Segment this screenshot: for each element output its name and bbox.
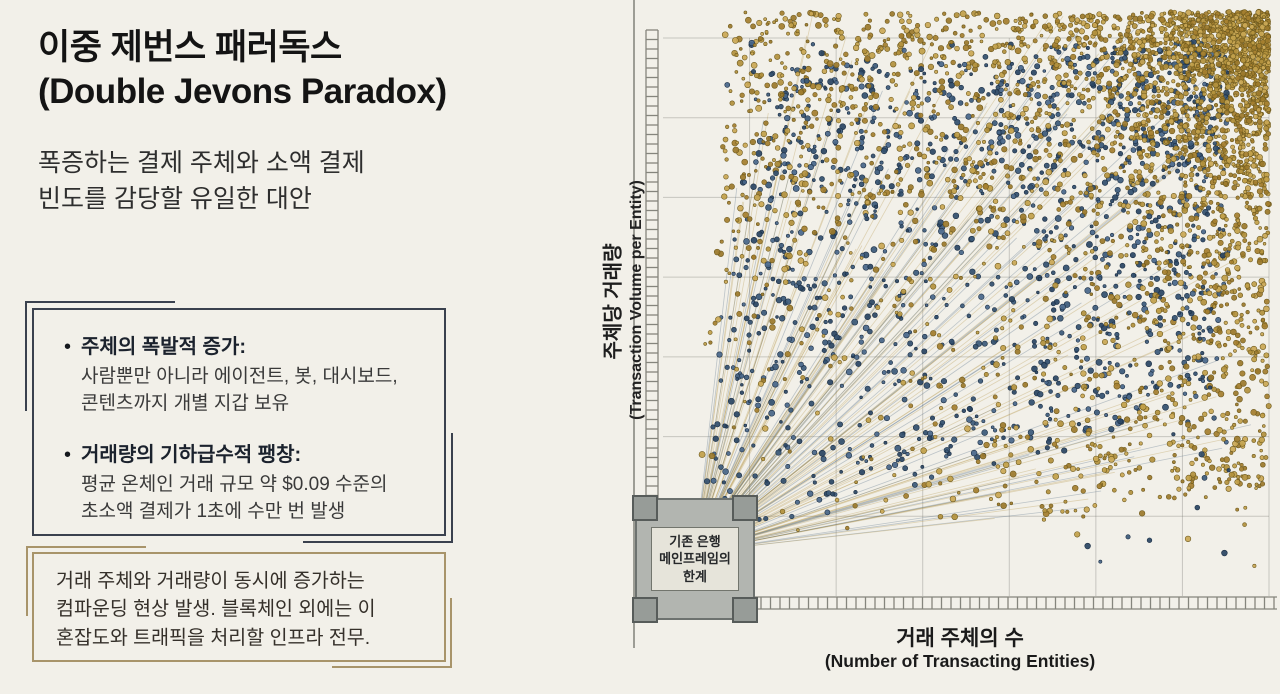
mainframe-corner-icon [732, 495, 758, 521]
list-item: • 거래량의 기하급수적 팽창: 평균 온체인 거래 규모 약 $0.09 수준… [64, 442, 418, 526]
y-axis-label-korean: 주체당 거래량 [602, 243, 625, 360]
list-item: • 주체의 폭발적 증가: 사람뿐만 아니라 에이전트, 봇, 대시보드, 콘텐… [64, 334, 418, 418]
list-item-text: 초소액 결제가 1초에 수만 번 발생 [81, 500, 346, 522]
mainframe-corner-icon [632, 597, 658, 623]
mainframe-label: 기존 은행 메인프레임의 한계 [651, 527, 739, 591]
list-item-text: 사람뿐만 아니라 에이전트, 봇, 대시보드, [81, 366, 398, 387]
key-points-box: • 주체의 폭발적 증가: 사람뿐만 아니라 에이전트, 봇, 대시보드, 콘텐… [25, 301, 453, 543]
mainframe-corner-icon [732, 597, 758, 623]
x-axis-label-korean: 거래 주체의 수 [896, 627, 1024, 650]
mainframe-limit-box: 기존 은행 메인프레임의 한계 [632, 495, 758, 623]
list-item-text: 콘텐츠까지 개별 지갑 보유 [81, 392, 290, 414]
page-subtitle: 폭증하는 결제 주체와 소액 결제 빈도를 감당할 유일한 대안 [38, 146, 365, 217]
list-item-content: 거래량의 기하급수적 팽창: 평균 온체인 거래 규모 약 $0.09 수준의 … [81, 442, 387, 526]
x-axis-label-english: (Number of Transacting Entities) [824, 651, 1096, 671]
bullet-icon: • [64, 443, 72, 466]
page-title-line2: (Double Jevons Paradox) [38, 72, 447, 112]
page-subtitle-line2: 빈도를 감당할 유일한 대안 [38, 184, 312, 213]
mainframe-label-line2: 메인프레임의 [659, 551, 731, 567]
mainframe-corner-icon [632, 495, 658, 521]
summary-line: 혼잡도와 트래픽을 처리할 인프라 전무. [56, 626, 371, 649]
list-item-content: 주체의 폭발적 증가: 사람뿐만 아니라 에이전트, 봇, 대시보드, 콘텐츠까… [81, 334, 398, 418]
list-item-text: 평균 온체인 거래 규모 약 $0.09 수준의 [81, 473, 388, 495]
summary-line: 거래 주체와 거래량이 동시에 증가하는 [56, 570, 365, 592]
mainframe-label-line3: 한계 [683, 568, 707, 584]
bullet-icon: • [64, 336, 72, 358]
mainframe-label-line1: 기존 은행 [669, 534, 721, 550]
y-axis-label-english: (Transaction Volume per Entity) [628, 180, 645, 420]
list-item-heading: 주체의 폭발적 증가: [81, 336, 246, 358]
list-item-heading: 거래량의 기하급수적 팽창: [81, 443, 302, 466]
page-title: 이중 제번스 패러독스 (Double Jevons Paradox) [38, 26, 447, 114]
summary-box: 거래 주체와 거래량이 동시에 증가하는 컴파운딩 현상 발생. 블록체인 외에… [26, 546, 452, 668]
page-title-line1: 이중 제번스 패러독스 [38, 28, 342, 67]
page-subtitle-line1: 폭증하는 결제 주체와 소액 결제 [38, 149, 365, 177]
summary-line: 컴파운딩 현상 발생. 블록체인 외에는 이 [56, 598, 376, 621]
